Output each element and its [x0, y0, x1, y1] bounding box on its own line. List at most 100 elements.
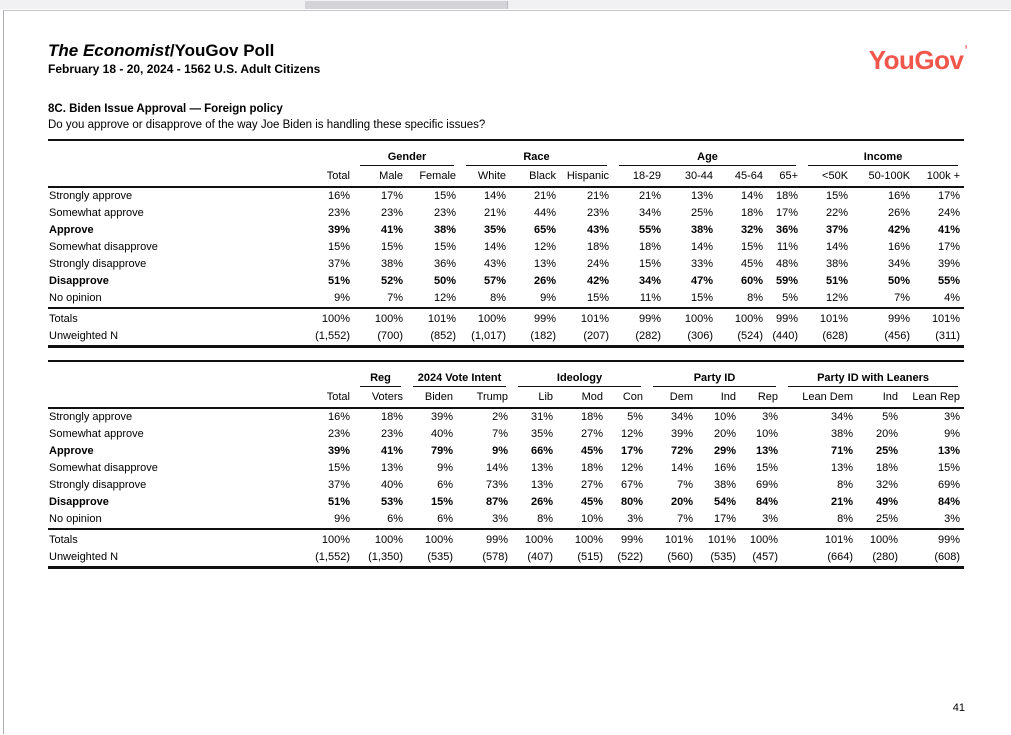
cell-value: 26% [533, 275, 557, 287]
column-header: Voters [354, 387, 407, 409]
cell-value: 100% [717, 307, 768, 328]
cell-value: 35% [530, 428, 554, 440]
cell-value: 101% [697, 528, 741, 549]
column-group-party-id-with-leaners: Party ID with Leaners [782, 360, 965, 387]
cell-value: 18% [580, 411, 604, 423]
column-header: Female [407, 166, 461, 188]
poll-title: The Economist/YouGov Poll [48, 41, 274, 61]
cell-value: 42% [888, 224, 911, 236]
cell-value: 15% [327, 241, 350, 253]
cell-value: 31% [530, 411, 554, 423]
cell-value: 59% [776, 275, 799, 287]
cell-value: 84% [938, 496, 961, 508]
column-header: Ind [857, 387, 903, 409]
cell-value: (182) [530, 330, 557, 342]
cell-value: 13% [755, 445, 779, 457]
cell-value: 100% [354, 307, 407, 328]
cell-value: 27% [580, 428, 604, 440]
cell-value: 37% [826, 224, 849, 236]
cell-value: 25% [690, 207, 714, 219]
column-header: Male [354, 166, 407, 188]
cell-value: (522) [617, 551, 644, 563]
row-label: Strongly approve [49, 411, 133, 423]
cell-value: 55% [638, 224, 662, 236]
cell-value: 32% [875, 479, 899, 491]
column-group-2024-vote-intent: 2024 Vote Intent [407, 360, 513, 387]
cell-value: 17% [938, 190, 961, 202]
table-row: Somewhat approve 23% 23% 40% 7% 35% 27% 12% 39% 2… [48, 426, 964, 443]
table-row: Disapprove 51% 52% 50% 57% 26% 42% 34% 47% 60% 59%… [48, 273, 964, 290]
cell-value: 43% [586, 224, 610, 236]
cell-value: 99% [607, 528, 648, 549]
table-row: No opinion 9% 6% 6% 3% 8% 10% 3% 7% 17% 3% 8% 25% 3% [48, 511, 964, 529]
cell-value: 3% [762, 513, 779, 525]
cell-value: 100% [302, 307, 354, 328]
cell-value: 24% [586, 258, 610, 270]
cell-value: 17% [380, 190, 403, 202]
cell-value: 21% [830, 496, 854, 508]
cell-value: 39% [327, 224, 350, 236]
cell-value: 100% [557, 528, 608, 549]
cell-value: 38% [830, 428, 854, 440]
cell-value: 16% [327, 411, 350, 423]
cell-value: 23% [327, 428, 350, 440]
cell-value: 3% [944, 411, 961, 423]
cell-value: 80% [620, 496, 644, 508]
cell-value: 37% [327, 479, 350, 491]
cell-value: 23% [327, 207, 350, 219]
cell-value: 50% [888, 275, 911, 287]
cell-value: 2% [492, 411, 509, 423]
column-group-ideology: Ideology [512, 360, 648, 387]
row-label: Disapprove [49, 496, 109, 508]
cell-value: 39% [670, 428, 694, 440]
cell-value: 7% [387, 292, 403, 304]
cell-value: 60% [740, 275, 764, 287]
cell-value: 53% [380, 496, 403, 508]
column-header: Lean Rep [902, 387, 965, 409]
cell-value: 100% [857, 528, 903, 549]
cell-value: 33% [690, 258, 714, 270]
horizontal-scrollbar-track[interactable] [0, 0, 1011, 9]
cell-value: 15% [433, 241, 457, 253]
cell-value: 45% [580, 496, 604, 508]
cell-value: 3% [762, 411, 779, 423]
cell-value: 13% [530, 462, 554, 474]
cell-value: 52% [380, 275, 403, 287]
cell-value: 14% [485, 462, 509, 474]
table-row: Somewhat approve 23% 23% 23% 21% 44% 23% 34% 25%… [48, 205, 964, 222]
cell-value: 23% [380, 428, 403, 440]
cell-value: 16% [327, 190, 350, 202]
cell-value: 27% [580, 479, 604, 491]
cell-value: 8% [537, 513, 554, 525]
cell-value: 13% [690, 190, 714, 202]
column-header: 50-100K [852, 166, 915, 188]
cell-value: 5% [882, 411, 899, 423]
cell-value: 12% [620, 462, 644, 474]
cell-value: 16% [713, 462, 737, 474]
column-header: Rep [740, 387, 783, 409]
row-label: No opinion [49, 292, 102, 304]
column-group-spacer [48, 139, 354, 166]
question-text: Do you approve or disapprove of the way … [48, 119, 486, 131]
cell-value: 35% [483, 224, 507, 236]
cell-value: (578) [482, 551, 509, 563]
cell-value: (515) [577, 551, 604, 563]
cell-value: 18% [776, 190, 799, 202]
column-header: Trump [457, 387, 513, 409]
row-label: Strongly disapprove [49, 479, 147, 491]
cell-value: 23% [380, 207, 403, 219]
cell-value: (608) [934, 551, 961, 563]
cell-value: (207) [583, 330, 610, 342]
poll-subtitle: February 18 - 20, 2024 - 1562 U.S. Adult… [48, 62, 321, 76]
cell-value: 100% [354, 528, 407, 549]
table-row: No opinion 9% 7% 12% 8% 9% 15% 11% 15% 8% 5% 12% 7% 4… [48, 290, 964, 308]
column-header: 100k + [914, 166, 965, 188]
table-row: Somewhat disapprove 15% 15% 15% 14% 12% 18% 18%… [48, 239, 964, 256]
cell-value: 43% [483, 258, 507, 270]
cell-value: 32% [740, 224, 764, 236]
cell-value: 7% [677, 513, 694, 525]
cell-value: 99% [902, 528, 965, 549]
horizontal-scrollbar-thumb[interactable] [305, 1, 508, 9]
page-number: 41 [952, 702, 965, 714]
cell-value: 17% [938, 241, 961, 253]
